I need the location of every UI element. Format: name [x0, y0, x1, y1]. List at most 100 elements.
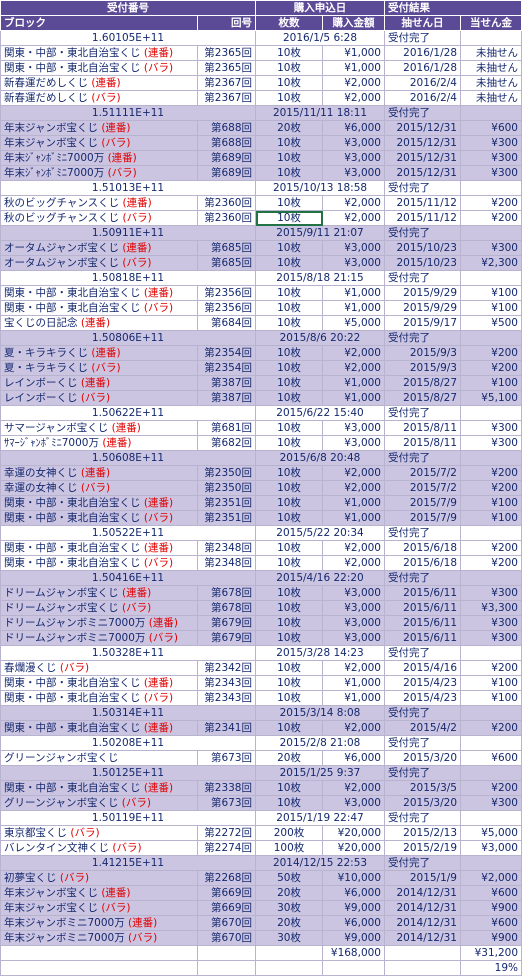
lottery-name-cell: 年末ジャンボ宝くじ (バラ) [0, 135, 198, 151]
prize: ¥100 [460, 285, 522, 301]
amount: ¥6,000 [322, 885, 385, 901]
amount: ¥10,000 [322, 870, 385, 886]
table-row: バレンタイン文神くじ (バラ) 第2274回 100枚 ¥20,000 2015/2/1… [0, 840, 522, 856]
status: 受付完了 [384, 105, 461, 121]
amount: ¥1,000 [322, 510, 385, 526]
lottery-kind: (連番) [122, 587, 152, 599]
amount: ¥1,000 [322, 300, 385, 316]
table-row: ブロック 回号 枚数 購入金額 抽せん日 当せん金 [0, 15, 522, 31]
lottery-name-cell: オータムジャンボ宝くじ (バラ) [0, 255, 198, 271]
apply-date: 2016/1/5 6:28 [255, 30, 385, 46]
prize: ¥200 [460, 345, 522, 361]
block-id: 1.50328E+11 [0, 645, 256, 661]
lottery-name-cell: 幸運の女神くじ (連番) [0, 465, 198, 481]
prize: 未抽せん [460, 90, 522, 106]
quantity: 30枚 [255, 930, 323, 946]
amount: ¥2,000 [322, 480, 385, 496]
quantity: 10枚 [255, 720, 323, 736]
table-row: ドリームジャンボミニ7000万 (連番) 第679回 10枚 ¥3,000 2015/6… [0, 615, 522, 631]
quantity: 20枚 [255, 885, 323, 901]
lottery-name-cell: 年末ジャンボ宝くじ (バラ) [0, 900, 198, 916]
quantity: 10枚 [255, 240, 323, 256]
block-id: 1.50125E+11 [0, 765, 256, 781]
lottery-kind: (連番) [101, 122, 131, 134]
lottery-name: 関東・中部・東北自治宝くじ [4, 677, 141, 689]
table-row: 1.41215E+11 2014/12/15 22:53 受付完了 [0, 855, 522, 871]
lottery-name-cell: レインボーくじ (連番) [0, 375, 198, 391]
quantity: 10枚 [255, 75, 323, 91]
lottery-kind: (バラ) [59, 872, 90, 884]
quantity: 10枚 [255, 150, 323, 166]
quantity: 10枚 [255, 210, 323, 226]
draw-date: 2015/7/2 [384, 480, 461, 496]
lottery-name: 幸運の女神くじ [4, 467, 78, 479]
draw-date: 2015/9/3 [384, 360, 461, 376]
table-row: 年末ｼﾞｬﾝﾎﾞﾐﾆ7000万 (連番) 第689回 10枚 ¥3,000 2015/1… [0, 150, 522, 166]
table-row: 夏・キラキラくじ (バラ) 第2354回 10枚 ¥2,000 2015/9/3 ¥200 [0, 360, 522, 376]
lottery-name: オータムジャンボ宝くじ [4, 257, 119, 269]
block-id: 1.41215E+11 [0, 855, 256, 871]
apply-date: 2015/1/19 22:47 [255, 810, 385, 826]
table-row: 秋のビッグチャンスくじ (バラ) 第2360回 10枚 ¥2,000 2015/11/1… [0, 210, 522, 226]
empty-cell [460, 645, 522, 661]
prize: ¥600 [460, 915, 522, 931]
prize: ¥300 [460, 435, 522, 451]
table-row: サマージャンボ宝くじ (連番) 第681回 10枚 ¥3,000 2015/8/11 ¥3… [0, 420, 522, 436]
lottery-name: 関東・中部・東北自治宝くじ [4, 782, 141, 794]
amount: ¥2,000 [322, 75, 385, 91]
prize: ¥600 [460, 885, 522, 901]
quantity: 20枚 [255, 915, 323, 931]
prize: ¥5,100 [460, 390, 522, 406]
amount: ¥1,000 [322, 45, 385, 61]
apply-date: 2015/4/16 22:20 [255, 570, 385, 586]
lottery-name: 関東・中部・東北自治宝くじ [4, 557, 141, 569]
quantity: 10枚 [255, 480, 323, 496]
lottery-kind: (バラ) [122, 212, 152, 224]
status: 受付完了 [384, 570, 461, 586]
draw-date: 2015/8/11 [384, 420, 461, 436]
lottery-name-cell: 年末ジャンボミニ7000万 (連番) [0, 915, 198, 931]
lottery-name: 初夢宝くじ [4, 872, 57, 884]
quantity: 10枚 [255, 540, 323, 556]
amount: ¥3,000 [322, 165, 385, 181]
table-row: 年末ｼﾞｬﾝﾎﾞﾐﾆ7000万 (バラ) 第689回 10枚 ¥3,000 2015/1… [0, 165, 522, 181]
lottery-name-cell: 夏・キラキラくじ (連番) [0, 345, 198, 361]
table-row: 春爛漫くじ (バラ) 第2342回 10枚 ¥2,000 2015/4/16 ¥200 [0, 660, 522, 676]
draw-date: 2015/2/13 [384, 825, 461, 841]
amount: ¥6,000 [322, 915, 385, 931]
prize: ¥900 [460, 930, 522, 946]
prize: ¥200 [460, 465, 522, 481]
prize: ¥3,000 [460, 840, 522, 856]
round: 第2338回 [197, 780, 256, 796]
lottery-name-cell: ｻﾏｰｼﾞｬﾝﾎﾞﾐﾆ7000万 (連番) [0, 435, 198, 451]
amount: ¥3,000 [322, 630, 385, 646]
round: 第2343回 [197, 690, 256, 706]
amount: ¥3,000 [322, 795, 385, 811]
lottery-name: 関東・中部・東北自治宝くじ [4, 512, 141, 524]
block-id: 1.50818E+11 [0, 270, 256, 286]
round: 第2350回 [197, 480, 256, 496]
lottery-kind: (連番) [122, 197, 152, 209]
lottery-kind: (バラ) [143, 302, 174, 314]
lottery-name: 年末ジャンボ宝くじ [4, 122, 98, 134]
lottery-name-cell: 関東・中部・東北自治宝くじ (連番) [0, 540, 198, 556]
lottery-name-cell: 関東・中部・東北自治宝くじ (連番) [0, 720, 198, 736]
round: 第2365回 [197, 60, 256, 76]
prize: ¥100 [460, 675, 522, 691]
draw-date: 2015/8/11 [384, 435, 461, 451]
amount: ¥3,000 [322, 585, 385, 601]
round: 第2342回 [197, 660, 256, 676]
lottery-name-cell: 関東・中部・東北自治宝くじ (バラ) [0, 60, 198, 76]
draw-date: 2015/1/9 [384, 870, 461, 886]
quantity: 10枚 [255, 375, 323, 391]
lottery-name-cell: 新春運だめしくじ (連番) [0, 75, 198, 91]
lottery-name-cell: ドリームジャンボ宝くじ (バラ) [0, 600, 198, 616]
amount: ¥3,000 [322, 150, 385, 166]
round: 第689回 [197, 150, 256, 166]
quantity: 10枚 [255, 255, 323, 271]
lottery-name: 関東・中部・東北自治宝くじ [4, 722, 141, 734]
table-row: 関東・中部・東北自治宝くじ (連番) 第2365回 10枚 ¥1,000 2016/1/… [0, 45, 522, 61]
amount: ¥3,000 [322, 600, 385, 616]
draw-date: 2015/6/11 [384, 600, 461, 616]
quantity: 10枚 [255, 135, 323, 151]
